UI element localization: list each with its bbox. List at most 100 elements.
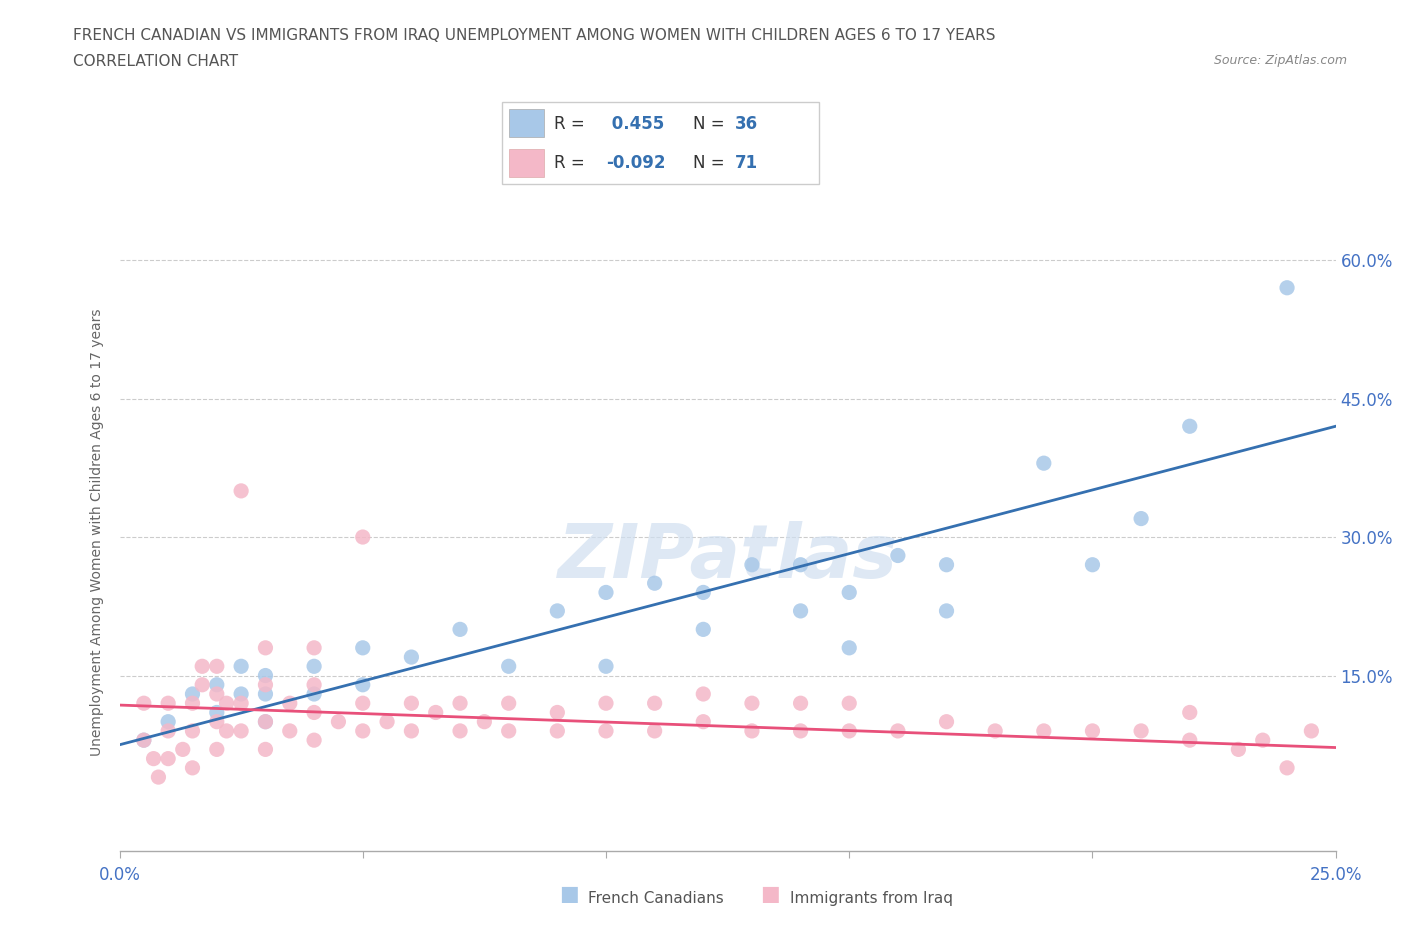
Point xyxy=(254,668,277,683)
Point xyxy=(132,733,155,748)
Point xyxy=(498,658,520,673)
Point xyxy=(231,724,253,738)
Point xyxy=(401,650,423,665)
Text: ■: ■ xyxy=(761,884,780,904)
Point xyxy=(546,724,568,738)
Point xyxy=(231,658,253,673)
Point xyxy=(595,696,617,711)
Point xyxy=(1178,418,1201,433)
Point xyxy=(887,724,910,738)
Point xyxy=(191,658,214,673)
Point xyxy=(328,714,350,729)
Point xyxy=(935,557,957,572)
Point xyxy=(449,622,471,637)
Point xyxy=(472,714,496,729)
Point xyxy=(741,557,763,572)
Text: CORRELATION CHART: CORRELATION CHART xyxy=(73,54,238,69)
Point xyxy=(1178,733,1201,748)
Point xyxy=(838,724,860,738)
Point xyxy=(254,714,277,729)
Point xyxy=(254,677,277,692)
Text: N =: N = xyxy=(693,153,724,172)
Point xyxy=(1032,724,1054,738)
Point xyxy=(181,686,204,701)
Point xyxy=(644,724,666,738)
Point xyxy=(1227,742,1250,757)
Point xyxy=(1032,456,1054,471)
Point xyxy=(254,714,277,729)
Text: N =: N = xyxy=(693,114,724,133)
Point xyxy=(838,585,860,600)
Text: Immigrants from Iraq: Immigrants from Iraq xyxy=(790,891,953,906)
Text: French Canadians: French Canadians xyxy=(588,891,724,906)
Point xyxy=(231,484,253,498)
Point xyxy=(935,604,957,618)
Point xyxy=(644,696,666,711)
Point xyxy=(741,724,763,738)
Point xyxy=(205,714,228,729)
Point xyxy=(302,705,325,720)
Point xyxy=(1130,512,1153,526)
Y-axis label: Unemployment Among Women with Children Ages 6 to 17 years: Unemployment Among Women with Children A… xyxy=(90,309,104,756)
Point xyxy=(375,714,398,729)
Point xyxy=(157,714,180,729)
Point xyxy=(425,705,447,720)
Point xyxy=(644,576,666,591)
Point xyxy=(1275,280,1298,295)
Point xyxy=(401,724,423,738)
Text: 36: 36 xyxy=(735,114,758,133)
FancyBboxPatch shape xyxy=(509,149,544,178)
Point xyxy=(231,686,253,701)
Point xyxy=(352,696,374,711)
Point xyxy=(1178,705,1201,720)
Point xyxy=(449,696,471,711)
Text: Source: ZipAtlas.com: Source: ZipAtlas.com xyxy=(1213,54,1347,67)
Point xyxy=(595,658,617,673)
Point xyxy=(205,658,228,673)
Point xyxy=(205,677,228,692)
Point xyxy=(302,641,325,656)
Point xyxy=(984,724,1007,738)
Point xyxy=(352,724,374,738)
Point xyxy=(148,770,170,785)
Point xyxy=(352,529,374,544)
Point xyxy=(1301,724,1323,738)
Point xyxy=(838,696,860,711)
Point xyxy=(789,724,811,738)
Point xyxy=(498,724,520,738)
Point xyxy=(498,696,520,711)
Point xyxy=(789,604,811,618)
Point xyxy=(595,724,617,738)
Point xyxy=(789,557,811,572)
Point xyxy=(254,641,277,656)
FancyBboxPatch shape xyxy=(502,102,820,184)
Text: FRENCH CANADIAN VS IMMIGRANTS FROM IRAQ UNEMPLOYMENT AMONG WOMEN WITH CHILDREN A: FRENCH CANADIAN VS IMMIGRANTS FROM IRAQ … xyxy=(73,28,995,43)
Point xyxy=(302,677,325,692)
Point xyxy=(205,742,228,757)
Text: -0.092: -0.092 xyxy=(606,153,665,172)
Point xyxy=(1130,724,1153,738)
Point xyxy=(278,724,301,738)
Point xyxy=(157,724,180,738)
Point xyxy=(692,714,714,729)
Point xyxy=(181,724,204,738)
Point xyxy=(449,724,471,738)
Point xyxy=(254,686,277,701)
Point xyxy=(401,696,423,711)
Point xyxy=(1275,761,1298,776)
Text: ■: ■ xyxy=(560,884,579,904)
Point xyxy=(142,751,165,766)
Point xyxy=(215,696,238,711)
Point xyxy=(157,696,180,711)
Point xyxy=(302,658,325,673)
Point xyxy=(254,742,277,757)
Point xyxy=(838,641,860,656)
Text: R =: R = xyxy=(554,114,585,133)
Point xyxy=(352,677,374,692)
Point xyxy=(231,696,253,711)
Point xyxy=(181,696,204,711)
Point xyxy=(1081,724,1104,738)
Text: ZIPatlas: ZIPatlas xyxy=(558,522,897,594)
Point xyxy=(302,733,325,748)
Point xyxy=(215,724,238,738)
